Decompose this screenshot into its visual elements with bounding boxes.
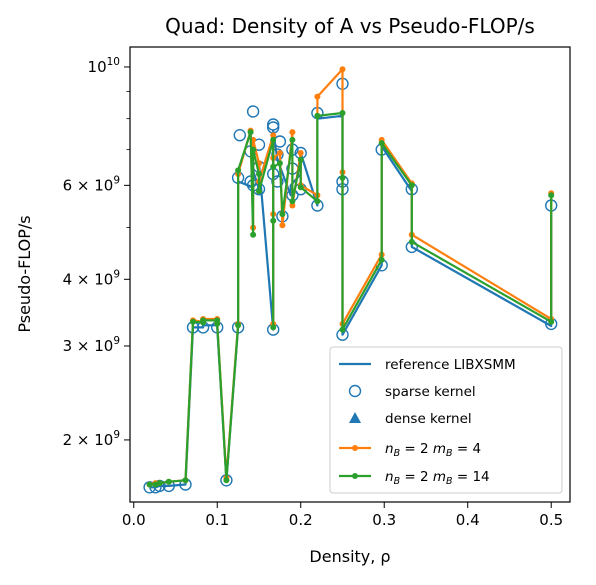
- legend-label-sparse: sparse kernel: [385, 384, 476, 400]
- series-point-nb2mb14: [190, 318, 196, 325]
- y-axis-label: Pseudo-FLOP/s: [15, 215, 34, 332]
- series-point-nb2mb14: [378, 256, 385, 263]
- chart-title: Quad: Density of A vs Pseudo-FLOP/s: [165, 14, 535, 38]
- series-point-nb2mb4: [289, 202, 296, 209]
- legend-swatch-nb2mb4-dot: [352, 445, 358, 451]
- sparse-kernel-point: [271, 148, 284, 161]
- x-tick-label: 0.4: [456, 511, 480, 529]
- series-point-nb2mb14: [378, 140, 385, 147]
- series-point-nb2mb14: [235, 167, 242, 174]
- series-point-nb2mb14: [289, 198, 296, 205]
- x-tick-label: 0.2: [289, 511, 313, 529]
- series-point-nb2mb14: [247, 129, 254, 136]
- series-point-nb2mb14: [250, 231, 257, 238]
- series-point-nb2mb14: [256, 171, 262, 177]
- series-point-nb2mb14: [314, 198, 321, 205]
- x-tick-label: 0.1: [205, 511, 229, 529]
- legend-label-dense: dense kernel: [385, 411, 472, 427]
- series-point-nb2mb14: [339, 174, 346, 181]
- series-point-nb2mb14: [408, 182, 415, 189]
- y-tick-label: 6 × 109: [63, 174, 120, 194]
- series-point-nb2mb14: [276, 160, 283, 167]
- series-point-nb2mb14: [270, 324, 277, 331]
- x-tick-label: 0.5: [539, 511, 563, 529]
- series-point-nb2mb14: [314, 112, 321, 119]
- series-point-nb2mb14: [214, 320, 221, 327]
- legend-label-nb2mb4: nB = 2 mB = 4: [385, 441, 481, 459]
- legend-label-nb2mb14: nB = 2 mB = 14: [385, 469, 490, 487]
- series-point-nb2mb4: [297, 150, 304, 156]
- sparse-kernel-point: [267, 118, 280, 131]
- x-tick-label: 0.0: [122, 511, 146, 529]
- series-point-nb2mb14: [548, 192, 555, 199]
- series-point-nb2mb14: [339, 326, 346, 333]
- series-point-nb2mb14: [146, 481, 153, 488]
- sparse-kernel-point: [246, 105, 260, 118]
- series-point-nb2mb4: [314, 93, 321, 100]
- series-point-nb2mb14: [182, 477, 189, 484]
- series-point-nb2mb14: [270, 163, 277, 170]
- legend-box: [329, 346, 563, 494]
- series-point-nb2mb4: [270, 132, 277, 139]
- series-point-nb2mb4: [289, 129, 296, 136]
- series-point-nb2mb14: [250, 146, 257, 153]
- series-point-nb2mb14: [223, 477, 230, 484]
- series-point-nb2mb4: [279, 222, 286, 229]
- series-point-nb2mb14: [156, 480, 163, 487]
- legend-swatch-dense: [349, 412, 361, 423]
- series-point-nb2mb14: [289, 136, 296, 143]
- legend-label-reference: reference LIBXSMM: [385, 357, 516, 373]
- legend-swatch-nb2mb14-dot: [352, 473, 358, 479]
- x-tick-label: 0.3: [372, 511, 396, 529]
- y-tick-label: 1010: [88, 56, 120, 76]
- series-point-nb2mb14: [339, 110, 346, 116]
- series-point-nb2mb14: [200, 317, 207, 324]
- series-point-nb2mb14: [165, 478, 172, 485]
- sparse-kernel-point: [233, 128, 247, 142]
- plot-frame: [129, 46, 571, 503]
- series-point-nb2mb14: [408, 238, 415, 245]
- y-tick-label: 4 × 109: [63, 268, 120, 288]
- series-point-nb2mb14: [548, 318, 555, 325]
- series-point-nb2mb14: [270, 136, 277, 143]
- series-point-nb2mb14: [297, 184, 304, 191]
- y-tick-label: 2 × 109: [63, 429, 120, 449]
- series-point-nb2mb14: [279, 211, 286, 218]
- series-point-nb2mb14: [256, 188, 262, 195]
- series-point-nb2mb14: [235, 322, 242, 329]
- series-point-nb2mb14: [270, 217, 277, 224]
- legend: reference LIBXSMM sparse kernel dense ke…: [329, 346, 563, 494]
- legend-swatch-sparse: [348, 384, 362, 398]
- sparse-kernel-point: [271, 175, 284, 188]
- series-point-nb2mb14: [297, 156, 304, 163]
- series-point-nb2mb4: [339, 66, 346, 73]
- x-axis-label: Density, ρ: [309, 547, 390, 566]
- y-tick-label: 3 × 109: [63, 335, 120, 355]
- series-point-nb2mb4: [276, 150, 283, 156]
